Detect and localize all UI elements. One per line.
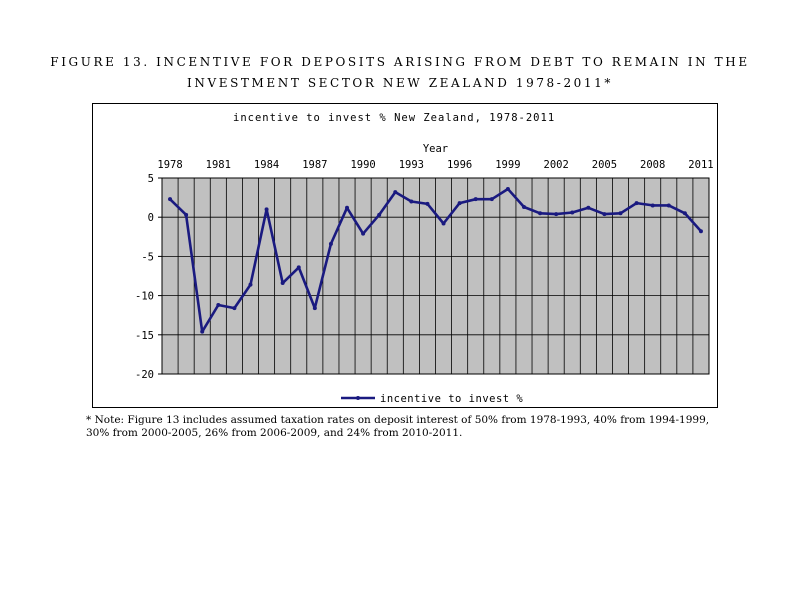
data-point (666, 203, 671, 208)
x-tick-label: 2002 (544, 159, 569, 171)
data-point (280, 281, 285, 286)
data-point (328, 241, 333, 246)
data-point (698, 229, 703, 234)
data-point (618, 211, 623, 216)
y-tick-label: 0 (148, 212, 154, 224)
figure-title-line-1: FIGURE 13. INCENTIVE FOR DEPOSITS ARISIN… (50, 55, 750, 69)
x-tick-label: 2008 (640, 159, 665, 171)
x-tick-label: 1978 (157, 159, 182, 171)
x-axis-label: Year (423, 143, 448, 155)
data-point (409, 199, 414, 204)
legend-marker (356, 396, 360, 400)
data-point (634, 201, 639, 206)
data-point (264, 207, 269, 212)
data-point (345, 205, 350, 210)
data-point (200, 329, 205, 334)
x-tick-label: 2005 (592, 159, 617, 171)
data-point (554, 212, 559, 217)
figure-title-line-2: INVESTMENT SECTOR NEW ZEALAND 1978-2011* (187, 76, 613, 90)
chart-container: 5 0 -5 -10 -15 -20 incentive to invest % New Z… (92, 103, 718, 408)
chart-title: incentive to invest % New Zealand, 1978-… (233, 112, 555, 124)
data-point (184, 212, 189, 217)
plot-border (161, 177, 710, 375)
data-point (168, 197, 173, 202)
data-point (361, 231, 366, 236)
y-tick-label: -15 (135, 330, 154, 342)
x-tick-label: 1993 (399, 159, 424, 171)
x-tick-label: 1999 (495, 159, 520, 171)
data-point (232, 306, 237, 311)
data-point (586, 205, 591, 210)
y-tick-label: -5 (141, 251, 154, 263)
data-point (377, 212, 382, 217)
data-point (650, 203, 655, 208)
data-point (425, 201, 430, 206)
data-point (216, 303, 221, 308)
data-point (602, 212, 607, 217)
y-tick-label: 5 (148, 173, 154, 185)
data-point (296, 265, 301, 270)
data-point (570, 210, 575, 215)
data-point (393, 190, 398, 195)
x-tick-label: 1981 (206, 159, 231, 171)
x-tick-label: 1987 (302, 159, 327, 171)
figure-note: * Note: Figure 13 includes assumed taxat… (86, 414, 710, 439)
legend-label: incentive to invest % (380, 393, 523, 405)
data-point (489, 197, 494, 202)
data-point (457, 201, 462, 206)
data-point (682, 211, 687, 216)
series-line (169, 187, 702, 333)
data-point (473, 197, 478, 202)
line-chart: 5 0 -5 -10 -15 -20 incentive to invest % New Z… (135, 112, 714, 405)
data-point (312, 306, 317, 311)
data-point (441, 221, 446, 226)
x-tick-label: 1984 (254, 159, 279, 171)
data-point (505, 186, 510, 191)
x-tick-label: 1990 (350, 159, 375, 171)
data-point (521, 205, 526, 210)
y-tick-label: -10 (135, 291, 154, 303)
x-tick-label: 2011 (688, 159, 713, 171)
data-point (538, 211, 543, 216)
y-tick-label: -20 (135, 369, 154, 381)
x-tick-label: 1996 (447, 159, 472, 171)
data-point (248, 282, 253, 287)
